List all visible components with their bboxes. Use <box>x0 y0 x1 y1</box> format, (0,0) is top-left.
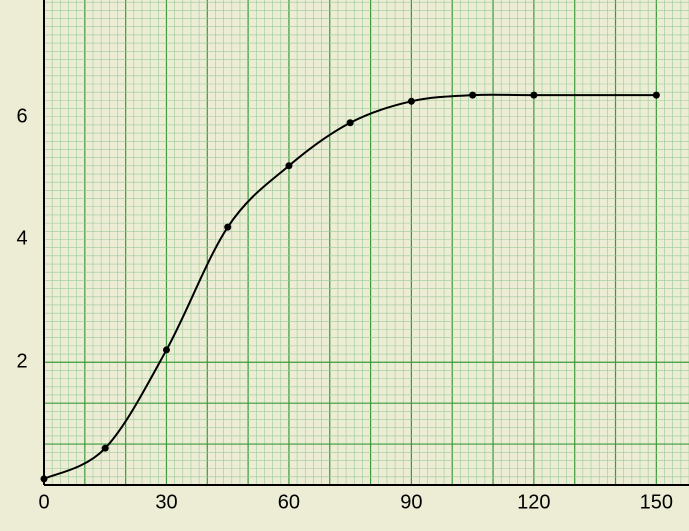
chart-svg <box>0 0 689 531</box>
x-tick-label: 120 <box>517 492 550 515</box>
data-point <box>469 92 476 99</box>
x-tick-label: 150 <box>640 492 673 515</box>
data-point <box>41 475 48 482</box>
data-point <box>347 119 354 126</box>
y-tick-label: 6 <box>16 105 27 128</box>
x-tick-label: 60 <box>278 492 300 515</box>
x-tick-label: 0 <box>38 492 49 515</box>
data-point <box>285 162 292 169</box>
data-point <box>530 92 537 99</box>
chart-container: 0 30 60 90 120 150 2 4 6 <box>0 0 689 531</box>
data-point <box>408 98 415 105</box>
data-point <box>653 92 660 99</box>
data-point <box>163 346 170 353</box>
data-point <box>102 445 109 452</box>
x-tick-label: 90 <box>400 492 422 515</box>
data-point <box>224 224 231 231</box>
x-tick-label: 30 <box>155 492 177 515</box>
y-tick-label: 4 <box>16 228 27 251</box>
y-tick-label: 2 <box>16 351 27 374</box>
